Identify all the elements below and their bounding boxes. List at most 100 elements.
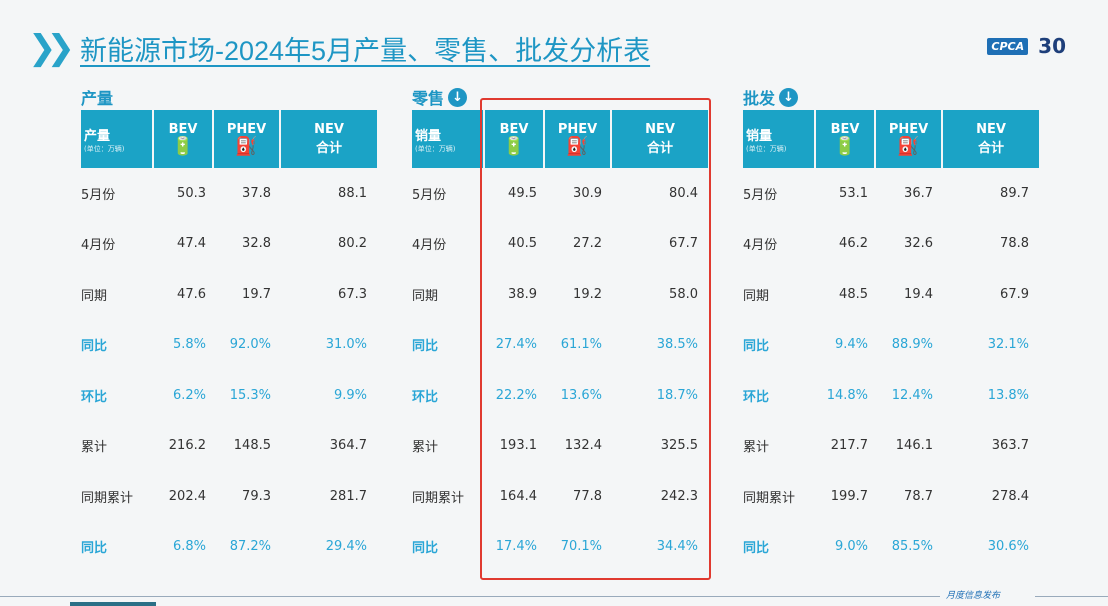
row-label: 4月份 — [412, 238, 447, 254]
phev-value: 146.1 — [895, 438, 933, 454]
bev-value: 202.4 — [168, 488, 206, 504]
table-row: 5月份 50.3 37.8 88.1 — [81, 168, 379, 219]
table-row: 同比 6.8% 87.2% 29.4% — [81, 522, 379, 573]
bev-value: 6.8% — [172, 539, 206, 555]
battery-icon: 🔋 — [833, 135, 857, 157]
phev-value: 79.3 — [242, 488, 271, 504]
unit-text: (单位：万辆) — [84, 144, 125, 153]
header-label-text: 销量 — [415, 128, 442, 144]
table-row: 5月份 49.5 30.9 80.4 — [412, 168, 710, 219]
row-label: 环比 — [412, 389, 439, 405]
fuel-pump-icon: ⛽ — [235, 135, 258, 157]
fuel-pump-icon: ⛽ — [566, 135, 589, 157]
arrow-down-icon[interactable]: ↓ — [779, 87, 799, 107]
phev-label: PHEV — [226, 121, 267, 137]
phev-value: 88.9% — [891, 337, 933, 353]
bev-value: 14.8% — [826, 387, 868, 403]
table-production: 产量 产量 (单位：万辆) BEV 🔋 PHEV ⛽ NEV 合计 5月份 50.3 37.… — [81, 84, 379, 572]
bev-value: 48.5 — [839, 286, 868, 302]
nev-value: 30.6% — [987, 539, 1029, 555]
row-label: 同比 — [743, 541, 770, 557]
phev-value: 19.7 — [242, 286, 271, 302]
table-row: 环比 6.2% 15.3% 9.9% — [81, 370, 379, 421]
nev-value: 67.7 — [669, 236, 698, 252]
nev-value: 31.0% — [325, 337, 367, 353]
nev-value: 281.7 — [329, 488, 367, 504]
phev-label: PHEV — [888, 121, 929, 137]
row-label: 累计 — [412, 440, 439, 456]
bev-value: 22.2% — [495, 387, 537, 403]
table-row: 同比 27.4% 61.1% 38.5% — [412, 320, 710, 371]
nev-value: 80.4 — [669, 185, 698, 201]
row-label: 5月份 — [743, 187, 778, 203]
row-label: 同比 — [412, 339, 439, 355]
table-header: 销量 (单位：万辆) BEV 🔋 PHEV ⛽ NEV 合计 — [743, 110, 1041, 168]
nev-value: 67.9 — [1000, 286, 1029, 302]
nev-value: 18.7% — [656, 387, 698, 403]
row-label: 同期 — [743, 288, 770, 304]
phev-value: 148.5 — [233, 438, 271, 454]
arrow-down-icon[interactable]: ↓ — [448, 87, 468, 107]
bev-value: 9.4% — [834, 337, 868, 353]
nev-sub-label: 合计 — [646, 141, 673, 156]
nev-value: 78.8 — [1000, 236, 1029, 252]
table-row: 同期 38.9 19.2 58.0 — [412, 269, 710, 320]
table-row: 同期累计 164.4 77.8 242.3 — [412, 471, 710, 522]
nev-value: 9.9% — [333, 387, 367, 403]
row-label: 同比 — [81, 339, 108, 355]
divider — [1035, 596, 1108, 597]
bev-label: BEV — [830, 121, 860, 137]
table-row: 4月份 40.5 27.2 67.7 — [412, 219, 710, 270]
header-nev: NEV 合计 — [612, 110, 708, 168]
row-label: 同期累计 — [743, 490, 796, 506]
page-title: 新能源市场-2024年5月产量、零售、批发分析表 — [80, 35, 651, 66]
header-phev: PHEV ⛽ — [545, 110, 610, 168]
row-label: 同期 — [81, 288, 108, 304]
nev-value: 278.4 — [991, 488, 1029, 504]
header-label: 销量 (单位：万辆) — [743, 110, 814, 168]
phev-value: 32.6 — [904, 236, 933, 252]
nev-value: 88.1 — [338, 185, 367, 201]
table-row: 同期 48.5 19.4 67.9 — [743, 269, 1041, 320]
row-label: 环比 — [743, 389, 770, 405]
bev-label: BEV — [499, 121, 529, 137]
table-row: 累计 217.7 146.1 363.7 — [743, 421, 1041, 472]
battery-icon: 🔋 — [171, 135, 195, 157]
row-label: 5月份 — [81, 187, 116, 203]
bev-value: 17.4% — [495, 539, 537, 555]
section-title-text: 批发 — [743, 89, 776, 108]
nev-value: 242.3 — [660, 488, 698, 504]
nev-label: NEV — [314, 122, 344, 137]
row-label: 同期累计 — [412, 490, 465, 506]
row-label: 5月份 — [412, 187, 447, 203]
row-label: 同期 — [412, 288, 439, 304]
footer-text: 月度信息发布 — [946, 591, 1001, 601]
bev-value: 216.2 — [168, 438, 206, 454]
nev-value: 13.8% — [987, 387, 1029, 403]
bev-value: 193.1 — [499, 438, 537, 454]
unit-text: (单位：万辆) — [415, 144, 456, 153]
nev-value: 325.5 — [660, 438, 698, 454]
row-label: 4月份 — [743, 238, 778, 254]
nev-label: NEV — [976, 122, 1006, 137]
slide-tab[interactable] — [70, 602, 156, 606]
phev-value: 92.0% — [229, 337, 271, 353]
row-label: 同比 — [81, 541, 108, 557]
phev-value: 132.4 — [564, 438, 602, 454]
phev-value: 70.1% — [560, 539, 602, 555]
header-label-text: 产量 — [84, 128, 111, 144]
nev-value: 29.4% — [325, 539, 367, 555]
nev-value: 58.0 — [669, 286, 698, 302]
row-label: 同期累计 — [81, 490, 134, 506]
nev-sub-label: 合计 — [977, 141, 1004, 156]
unit-text: (单位：万辆) — [746, 144, 787, 153]
table-row: 同期累计 199.7 78.7 278.4 — [743, 471, 1041, 522]
table-row: 5月份 53.1 36.7 89.7 — [743, 168, 1041, 219]
phev-value: 87.2% — [229, 539, 271, 555]
nev-value: 67.3 — [338, 286, 367, 302]
phev-value: 78.7 — [904, 488, 933, 504]
row-label: 同比 — [412, 541, 439, 557]
fuel-pump-icon: ⛽ — [897, 135, 920, 157]
bev-value: 164.4 — [499, 488, 537, 504]
bev-value: 47.6 — [177, 286, 206, 302]
